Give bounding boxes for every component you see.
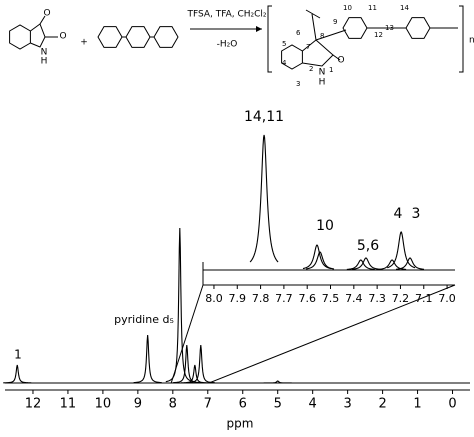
atom-number: 5 [282,40,286,48]
x-tick-label: 6 [239,397,247,412]
x-tick-label: 7.4 [345,292,363,305]
x-tick-label: 5 [274,397,282,412]
peak [302,244,332,270]
atom-number: 10 [343,4,352,12]
peak-label: 14,11 [244,109,284,125]
atom-number: 8 [320,32,324,40]
x-tick-label: 9 [134,397,142,412]
byproduct: -H₂O [217,40,238,50]
x-tick-label: 8 [169,397,177,412]
ring [30,23,46,48]
atom-number: 3 [296,80,300,88]
ring [97,26,123,48]
x-tick-label: 4 [309,397,317,412]
x-tick-label: 7.1 [415,292,433,305]
peak [263,380,292,384]
x-tick-label: 7.8 [252,292,270,305]
ring [405,17,431,39]
peak [180,364,209,384]
peak [249,134,279,263]
atom-label: O [59,32,66,42]
repeat-index: n [469,36,474,46]
x-tick-label: 7.6 [298,292,316,305]
x-tick-label: 7 [204,397,212,412]
peak [172,344,201,384]
x-tick-label: 0 [448,397,456,412]
ring [342,17,368,39]
peak-label: 3 [412,206,421,222]
x-tick-label: 7.0 [438,292,456,305]
peak-label: 4 [394,206,403,222]
bond [39,15,58,38]
peak [186,344,215,384]
atom-label: H [41,57,48,67]
peak [3,364,32,384]
peak [351,257,381,270]
x-tick-label: 2 [378,397,386,412]
ring [9,24,31,50]
plus-sign: + [80,38,88,48]
peak-label: 10 [316,218,334,234]
peak [386,230,416,269]
peak-label: pyridine d₅ [114,313,174,326]
atom-number: 12 [374,31,383,39]
atom-number: 4 [282,59,287,67]
x-tick-label: 8.0 [205,292,223,305]
atom-label: N [41,48,48,58]
peak [395,257,425,270]
x-tick-label: 3 [343,397,351,412]
atom-number: 9 [333,18,337,26]
x-tick-label: 11 [60,397,77,412]
zoom-line [170,284,204,384]
peak [346,259,375,270]
arrowhead [256,26,262,32]
reaction-scheme: O O N H + TFSA, TFA, CH₂Cl₂ -H₂O O N H 1… [9,4,474,88]
atom-label: N [319,68,326,78]
peak [165,227,194,383]
x-tick-label: 7.5 [322,292,340,305]
x-tick-label: 7.2 [392,292,410,305]
bond [305,9,347,61]
peak-label: 5,6 [357,238,379,254]
ring [125,26,151,48]
peak [305,251,335,270]
atom-number: 11 [368,4,377,12]
peak [133,334,162,384]
atom-label: O [43,9,50,19]
reagents: TFSA, TFA, CH₂Cl₂ [186,10,266,20]
x-tick-label: 1 [413,397,421,412]
atom-number: 6 [296,29,301,37]
bond [267,5,464,73]
x-tick-label: 7.7 [275,292,293,305]
atom-label: O [337,56,344,66]
ring [153,26,179,48]
zoom-line [208,284,456,384]
atom-number: 7 [306,43,310,51]
atom-number: 2 [309,65,313,73]
atom-number: 1 [329,66,333,74]
x-axis-label: ppm [227,417,254,431]
atom-number: 14 [400,4,409,12]
x-tick-label: 10 [95,397,112,412]
x-tick-label: 7.3 [368,292,386,305]
atom-label: H [319,78,326,88]
peak-label: 1 [14,348,22,362]
x-tick-label: 12 [25,397,42,412]
x-tick-label: 7.9 [229,292,247,305]
